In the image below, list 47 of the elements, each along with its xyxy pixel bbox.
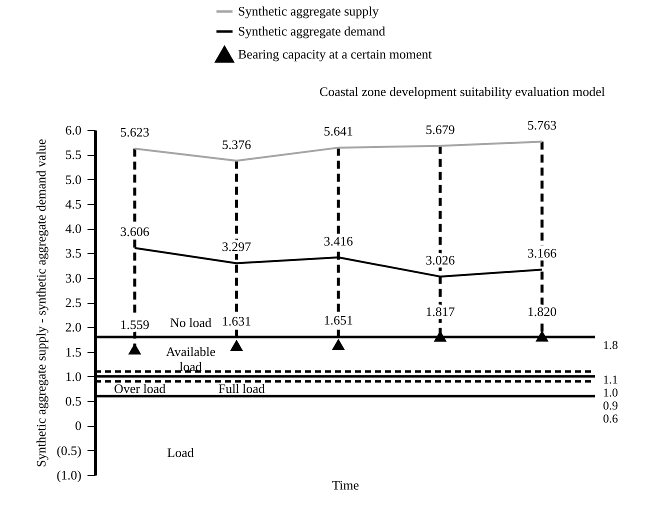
x-axis-title: Time: [332, 478, 360, 492]
line-series: [134, 140, 544, 162]
y-tick-label: (0.5): [56, 442, 82, 458]
data-label: 5.376: [222, 136, 252, 152]
point: [230, 340, 244, 351]
y-tick-label: 2.5: [65, 295, 82, 310]
y-tick-label: 5.5: [65, 147, 82, 162]
y-tick-label: 4.5: [65, 196, 82, 212]
data-label: 1.559: [120, 316, 150, 332]
annotation: Over load: [114, 380, 166, 396]
data-label: 3.166: [527, 246, 558, 261]
y-tick-label: 1.5: [65, 344, 82, 360]
data-label: 5.641: [324, 124, 354, 139]
point: [332, 338, 345, 350]
point: [128, 343, 142, 355]
annotation: Load: [167, 444, 194, 460]
ref-line-label: 1.0: [603, 386, 618, 400]
y-tick-label: 2.0: [65, 320, 82, 335]
y-tick-label: 3.5: [65, 246, 82, 261]
annotation: Full load: [218, 380, 266, 396]
y-tick-label: 0: [75, 418, 82, 434]
ref-line-label: 1.1: [603, 372, 618, 386]
ref-line-label: 0.6: [603, 412, 618, 426]
y-tick-label: (1.0): [56, 468, 82, 482]
data-label: 5.763: [527, 118, 557, 133]
legend-label: Synthetic aggregate supply: [238, 4, 380, 18]
data-label: 3.026: [426, 252, 456, 268]
y-tick-label: 5.0: [65, 172, 82, 187]
annotation: No load: [170, 315, 212, 330]
data-label: 5.679: [426, 122, 455, 137]
ref-line-label: 0.9: [603, 398, 618, 412]
point: [536, 330, 549, 342]
ref-line-label: 1.8: [603, 338, 618, 352]
data-label: 5.623: [120, 124, 150, 140]
y-tick-label: 1.0: [65, 368, 82, 384]
data-label: 1.817: [426, 304, 456, 320]
y-tick-label: 3.0: [65, 270, 82, 286]
legend-label: Synthetic aggregate demand: [238, 24, 386, 38]
chart-title: Coastal zone development suitability evaluation model: [319, 84, 606, 99]
y-axis-title: Synthetic aggregate supply - synthetic aggregate demand value: [34, 138, 49, 468]
data-label: 3.297: [222, 239, 252, 254]
point: [434, 330, 447, 342]
y-tick-label: 4.0: [65, 221, 82, 236]
y-tick-label: 0.5: [65, 394, 82, 409]
data-label: 1.820: [527, 304, 557, 320]
legend-label: Bearing capacity at a certain moment: [238, 46, 432, 62]
y-tick-label: 6.0: [65, 122, 82, 138]
